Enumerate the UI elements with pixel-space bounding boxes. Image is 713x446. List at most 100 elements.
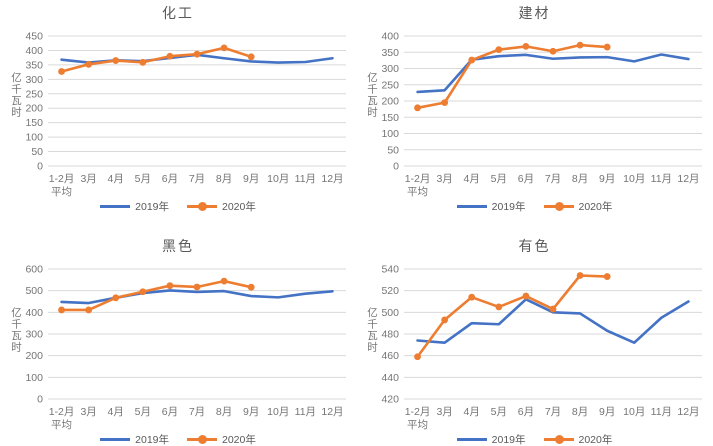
legend-item-2019年: 2019年 [100,199,169,214]
y-axis-title: 亿千瓦时 [366,307,378,353]
gridlines [404,268,702,400]
x-tick-label: 7月 [189,173,205,185]
legend-marker-dot [554,435,564,444]
y-tick-label: 100 [381,128,399,140]
legend-item-2020年: 2020年 [543,199,613,214]
x-tick-label: 6月 [518,406,534,418]
legend-marker-dot [554,202,564,211]
x-tick-label: 5月 [491,406,507,418]
x-tick-label: 平均 [51,419,72,431]
legend-item-2019年: 2019年 [456,432,526,446]
data-point-marker [441,99,449,107]
y-tick-label: 50 [31,146,43,158]
y-tick-labels: 420 440 460 480 500 520 540 [381,264,399,406]
series-line [416,274,609,359]
y-tick-label: 400 [381,31,399,43]
data-point-marker [441,316,449,324]
legend-label: 2019年 [135,201,169,213]
x-tick-label: 4月 [108,173,124,185]
y-tick-label: 0 [37,394,43,406]
data-point-marker [139,288,147,296]
data-point-marker [468,293,476,301]
legend-item-2020年: 2020年 [187,432,256,446]
data-point-marker [58,306,65,314]
data-point-marker [576,41,584,49]
series-2020年 [58,44,255,75]
x-tick-label: 4月 [108,406,124,418]
legend-line-swatch [543,435,574,444]
data-point-marker [220,44,228,52]
x-tick-label: 12月 [321,406,343,418]
x-tick-label: 8月 [216,173,232,185]
y-tick-label: 0 [37,161,43,173]
x-tick-label: 1-2月 [405,173,431,185]
data-point-marker [522,292,530,300]
y-tick-labels: 0 100 200 300 400 500 600 [25,264,43,406]
data-point-marker [112,57,120,64]
legend-label: 2020年 [578,201,613,213]
data-point-marker [468,56,476,64]
x-tick-label: 6月 [162,406,178,418]
x-tick-label: 12月 [677,173,699,185]
series-2020年 [414,272,611,361]
legend-label: 2019年 [491,201,526,213]
legend-item-2020年: 2020年 [187,199,256,214]
y-tick-label: 480 [381,329,399,341]
data-point-marker [603,43,611,51]
y-tick-label: 600 [25,264,43,276]
x-tick-label: 4月 [464,173,480,185]
x-tick-label: 5月 [135,406,151,418]
x-tick-label: 平均 [407,419,428,431]
x-tick-label: 12月 [677,406,699,418]
x-tick-label: 平均 [407,186,428,198]
data-point-marker [139,58,147,66]
legend-line-swatch [456,438,487,441]
y-tick-label: 500 [381,307,399,319]
legend-label: 2020年 [578,434,613,446]
series-line [60,289,334,305]
chart-title: 有色 [518,238,551,254]
chart-building-materials: 建材 亿千瓦时 0 50 100 150 200 250 300 350 400 1-2月 平均 3月… [356,0,713,223]
x-tick-label: 3月 [80,406,96,418]
x-tick-label: 6月 [518,173,534,185]
y-tick-label: 500 [25,285,43,297]
legend: 2019年 2020年 [0,433,356,446]
gridlines [404,35,702,167]
legend: 2019年 2020年 [356,200,713,213]
series-2019年 [416,53,690,94]
legend-label: 2020年 [222,434,256,446]
y-tick-label: 520 [381,285,399,297]
legend-line-swatch [456,205,487,208]
data-point-marker [549,47,557,55]
x-tick-label: 9月 [599,173,615,185]
data-point-marker [576,272,584,279]
y-tick-labels: 0 50 100 150 200 250 300 350 400 450 [25,31,43,173]
x-tick-label: 9月 [243,173,259,185]
y-tick-label: 150 [25,117,43,129]
y-tick-labels: 0 50 100 150 200 250 300 350 400 [381,31,399,173]
y-tick-label: 50 [387,144,399,156]
y-tick-label: 420 [381,394,399,406]
series-line [416,43,609,110]
series-2020年 [414,41,611,112]
y-tick-label: 300 [381,63,399,75]
chart-ferrous: 黑色 亿千瓦时 0 100 200 300 400 500 600 1-2月 平均 3月 4月 5月 6… [0,223,356,446]
y-tick-label: 450 [25,31,43,43]
data-point-marker [193,50,201,58]
legend: 2019年 2020年 [356,433,713,446]
y-tick-label: 200 [25,350,43,362]
data-point-marker [166,282,174,290]
data-point-marker [522,43,530,50]
y-tick-label: 400 [25,307,43,319]
x-tick-label: 11月 [295,406,316,418]
x-tick-label: 1-2月 [405,406,431,418]
legend-line-swatch [187,435,217,444]
data-point-marker [414,353,421,361]
legend-line-swatch [100,205,131,208]
plot-area: 420 440 460 480 500 520 540 1-2月 平均 3月 4月 5月 6月 7月 8月 9… [356,255,712,433]
y-tick-label: 0 [393,161,399,173]
legend-label: 2019年 [491,434,526,446]
